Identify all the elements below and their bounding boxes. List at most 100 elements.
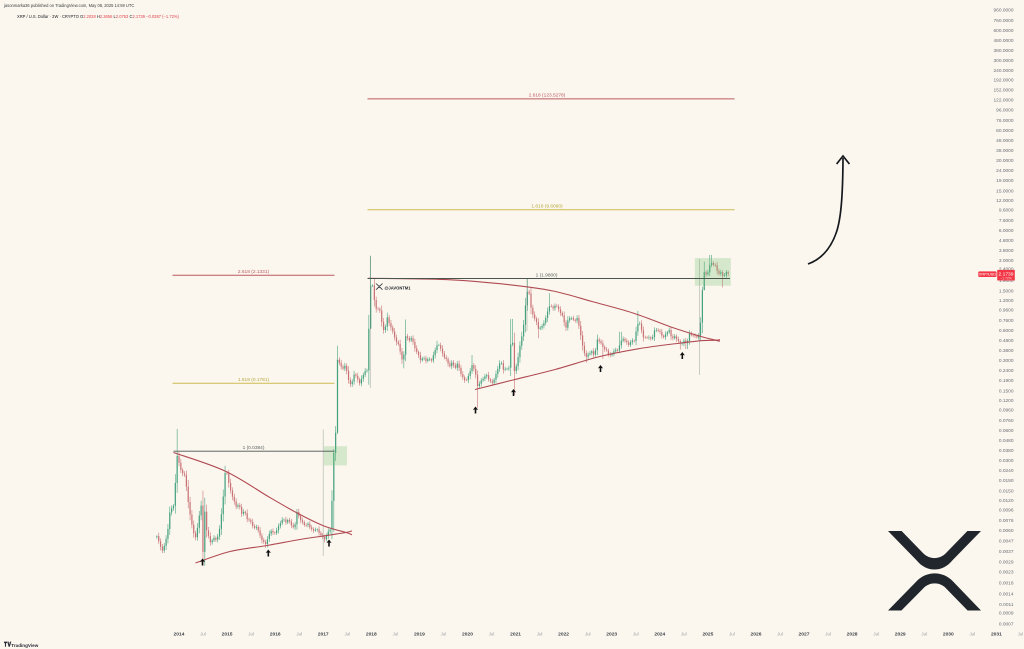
svg-text:3.0000: 3.0000 bbox=[999, 258, 1014, 264]
svg-text:Jul: Jul bbox=[489, 632, 495, 637]
svg-text:0.0600: 0.0600 bbox=[999, 428, 1014, 434]
svg-text:0.3000: 0.3000 bbox=[999, 358, 1014, 364]
svg-text:Jul: Jul bbox=[585, 632, 591, 637]
svg-text:96.0000: 96.0000 bbox=[996, 108, 1014, 114]
svg-text:Jul: Jul bbox=[200, 632, 206, 637]
svg-text:15.0000: 15.0000 bbox=[996, 188, 1014, 194]
svg-text:1.9000: 1.9000 bbox=[999, 278, 1014, 284]
svg-text:38.0000: 38.0000 bbox=[996, 148, 1014, 154]
svg-text:2022: 2022 bbox=[558, 632, 569, 638]
svg-text:Jul: Jul bbox=[537, 632, 543, 637]
svg-text:2030: 2030 bbox=[943, 632, 954, 638]
svg-text:−1.72%: −1.72% bbox=[1000, 277, 1012, 281]
svg-text:@JAVONTM1: @JAVONTM1 bbox=[385, 285, 412, 290]
svg-text:1.2000: 1.2000 bbox=[999, 298, 1014, 304]
svg-text:0.9600: 0.9600 bbox=[999, 308, 1014, 314]
svg-text:XRP/USD: XRP/USD bbox=[979, 272, 996, 277]
svg-text:9.6000: 9.6000 bbox=[999, 208, 1014, 214]
svg-text:Jul: Jul bbox=[921, 632, 927, 637]
svg-text:0.0480: 0.0480 bbox=[999, 438, 1014, 444]
svg-text:152.0000: 152.0000 bbox=[993, 88, 1013, 94]
svg-text:76.0000: 76.0000 bbox=[996, 118, 1014, 124]
svg-text:0.6000: 0.6000 bbox=[999, 328, 1014, 334]
svg-text:Jul: Jul bbox=[681, 632, 687, 637]
svg-text:1.618 (9.6090): 1.618 (9.6090) bbox=[531, 204, 563, 210]
svg-text:2019: 2019 bbox=[414, 632, 425, 638]
svg-text:Jul: Jul bbox=[393, 632, 399, 637]
svg-text:0.0076: 0.0076 bbox=[999, 518, 1014, 524]
svg-text:2023: 2023 bbox=[606, 632, 617, 638]
svg-text:0.0018: 0.0018 bbox=[999, 580, 1014, 586]
svg-text:0.0096: 0.0096 bbox=[999, 508, 1014, 514]
svg-text:Jul: Jul bbox=[441, 632, 447, 637]
svg-text:Jul: Jul bbox=[777, 632, 783, 637]
svg-text:0.0060: 0.0060 bbox=[999, 528, 1014, 534]
svg-text:0.4800: 0.4800 bbox=[999, 338, 1014, 344]
svg-text:Jul: Jul bbox=[296, 632, 302, 637]
svg-text:760.0000: 760.0000 bbox=[993, 18, 1013, 24]
svg-text:jasonmarka36 published on Trad: jasonmarka36 published on TradingView.co… bbox=[3, 3, 134, 8]
svg-text:0.0009: 0.0009 bbox=[999, 611, 1014, 617]
svg-text:240.0000: 240.0000 bbox=[993, 68, 1013, 74]
svg-text:2028: 2028 bbox=[847, 632, 858, 638]
svg-text:Jul: Jul bbox=[633, 632, 639, 637]
svg-text:0.0760: 0.0760 bbox=[999, 418, 1014, 424]
svg-text:Jul: Jul bbox=[1018, 632, 1024, 637]
svg-text:2015: 2015 bbox=[222, 632, 233, 638]
svg-text:0.0190: 0.0190 bbox=[999, 478, 1014, 484]
svg-text:0.0240: 0.0240 bbox=[999, 468, 1014, 474]
svg-text:Jul: Jul bbox=[729, 632, 735, 637]
svg-text:3.8000: 3.8000 bbox=[999, 248, 1014, 254]
svg-text:0.0011: 0.0011 bbox=[999, 602, 1014, 608]
svg-text:6.0000: 6.0000 bbox=[999, 228, 1014, 234]
svg-text:1.5000: 1.5000 bbox=[999, 288, 1014, 294]
svg-text:300.0000: 300.0000 bbox=[993, 58, 1013, 64]
svg-text:600.0000: 600.0000 bbox=[993, 28, 1013, 34]
svg-text:0.0023: 0.0023 bbox=[999, 570, 1014, 576]
svg-text:1 (0.0384): 1 (0.0384) bbox=[243, 445, 265, 451]
svg-text:2031: 2031 bbox=[991, 632, 1002, 638]
svg-text:0.0014: 0.0014 bbox=[999, 591, 1014, 597]
svg-text:2014: 2014 bbox=[174, 632, 185, 638]
svg-text:1 (1.9800): 1 (1.9800) bbox=[536, 272, 558, 278]
svg-text:192.0000: 192.0000 bbox=[993, 78, 1013, 84]
svg-text:380.0000: 380.0000 bbox=[993, 48, 1013, 54]
svg-text:0.0120: 0.0120 bbox=[999, 498, 1014, 504]
svg-text:2025: 2025 bbox=[702, 632, 713, 638]
svg-text:480.0000: 480.0000 bbox=[993, 38, 1013, 44]
svg-text:0.7600: 0.7600 bbox=[999, 318, 1014, 324]
svg-text:XRP / U.S. Dollar · 2W · CRYPT: XRP / U.S. Dollar · 2W · CRYPTO O2.2028 … bbox=[17, 14, 180, 19]
svg-text:2021: 2021 bbox=[510, 632, 521, 638]
svg-text:2.618 (123.5278): 2.618 (123.5278) bbox=[529, 93, 566, 99]
svg-text:0.2400: 0.2400 bbox=[999, 368, 1014, 374]
svg-text:Jul: Jul bbox=[825, 632, 831, 637]
svg-text:0.0029: 0.0029 bbox=[999, 560, 1014, 566]
svg-text:1.618 (0.1781): 1.618 (0.1781) bbox=[238, 377, 270, 383]
svg-text:0.1200: 0.1200 bbox=[999, 398, 1014, 404]
svg-text:0.0380: 0.0380 bbox=[999, 448, 1014, 454]
svg-text:2.1739: 2.1739 bbox=[999, 271, 1014, 277]
svg-text:Jul: Jul bbox=[344, 632, 350, 637]
svg-text:0.0300: 0.0300 bbox=[999, 458, 1014, 464]
svg-text:0.3800: 0.3800 bbox=[999, 348, 1014, 354]
svg-text:30.0000: 30.0000 bbox=[996, 158, 1014, 164]
svg-text:48.0000: 48.0000 bbox=[996, 138, 1014, 144]
svg-text:2020: 2020 bbox=[462, 632, 473, 638]
svg-text:122.0000: 122.0000 bbox=[993, 97, 1013, 103]
svg-text:2024: 2024 bbox=[654, 632, 665, 638]
svg-text:24.0000: 24.0000 bbox=[996, 168, 1014, 174]
svg-text:0.0047: 0.0047 bbox=[999, 539, 1014, 545]
svg-text:0.0037: 0.0037 bbox=[999, 549, 1014, 555]
svg-text:4.8000: 4.8000 bbox=[999, 238, 1014, 244]
svg-text:Jul: Jul bbox=[873, 632, 879, 637]
svg-text:2018: 2018 bbox=[366, 632, 377, 638]
svg-text:0.0960: 0.0960 bbox=[999, 408, 1014, 414]
svg-text:2017: 2017 bbox=[318, 632, 329, 638]
svg-text:960.0000: 960.0000 bbox=[993, 8, 1013, 14]
svg-text:0.1900: 0.1900 bbox=[999, 378, 1014, 384]
svg-text:2029: 2029 bbox=[895, 632, 906, 638]
svg-text:0.1500: 0.1500 bbox=[999, 388, 1014, 394]
svg-text:19.0000: 19.0000 bbox=[996, 178, 1014, 184]
svg-text:2027: 2027 bbox=[799, 632, 810, 638]
svg-text:7.6000: 7.6000 bbox=[999, 218, 1014, 224]
